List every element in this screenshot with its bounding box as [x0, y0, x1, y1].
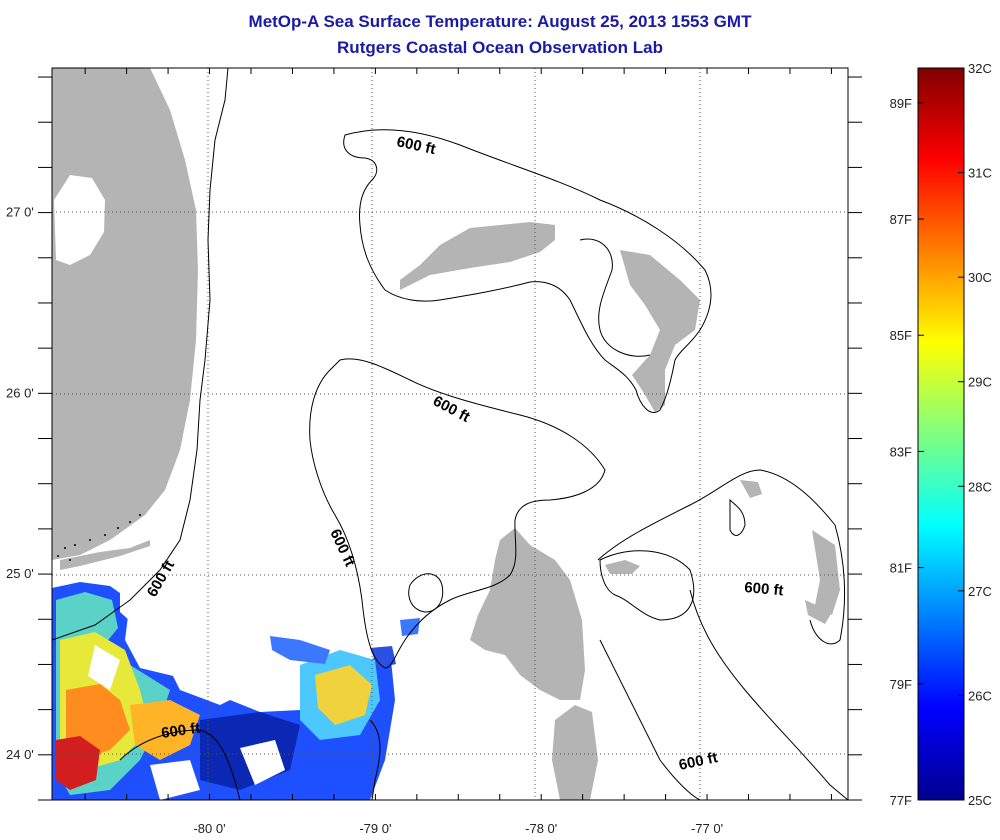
andros-land	[470, 528, 585, 700]
keys-coast-detail	[57, 514, 141, 561]
celsius-label: 25C	[968, 793, 992, 808]
fahrenheit-label: 87F	[890, 212, 912, 227]
longitude-label: -78 0'	[525, 821, 557, 836]
colorbar-ticks	[918, 67, 964, 801]
longitude-label: -80 0'	[193, 821, 225, 836]
map-minor-ticks	[38, 68, 862, 801]
sst-data-patches	[52, 582, 420, 800]
fahrenheit-label: 81F	[890, 561, 912, 576]
colorbar-celsius-labels: 32C 31C 30C 29C 28C 27C 26C 25C	[968, 61, 992, 808]
longitude-labels: -80 0' -79 0' -78 0' -77 0'	[193, 821, 723, 836]
contour-label-south-west: 600 ft	[160, 720, 201, 742]
lake-okeechobee	[54, 175, 105, 265]
fahrenheit-label: 85F	[890, 328, 912, 343]
colorbar	[917, 67, 965, 801]
celsius-label: 28C	[968, 479, 992, 494]
isobath-contours	[52, 68, 848, 800]
latitude-labels: 27 0' 26 0' 25 0' 24 0'	[6, 205, 34, 762]
fahrenheit-label: 83F	[890, 444, 912, 459]
colorbar-fahrenheit-labels: 89F 87F 85F 83F 81F 79F 77F	[890, 96, 912, 808]
fahrenheit-label: 89F	[890, 96, 912, 111]
fahrenheit-label: 77F	[890, 793, 912, 808]
latitude-label: 27 0'	[6, 205, 34, 220]
celsius-label: 26C	[968, 688, 992, 703]
celsius-label: 29C	[968, 375, 992, 390]
celsius-label: 32C	[968, 61, 992, 76]
abaco-land	[620, 250, 700, 412]
contour-label-eleuthera: 600 ft	[744, 579, 785, 599]
map-subtitle: Rutgers Coastal Ocean Observation Lab	[337, 38, 663, 57]
longitude-label: -77 0'	[691, 821, 723, 836]
grand-bahama-land	[400, 222, 555, 290]
latitude-label: 25 0'	[6, 566, 34, 581]
map-title: MetOp-A Sea Surface Temperature: August …	[248, 12, 752, 31]
celsius-label: 30C	[968, 270, 992, 285]
map-frame	[51, 67, 849, 801]
latitude-label: 24 0'	[6, 747, 34, 762]
celsius-label: 27C	[968, 584, 992, 599]
latitude-label: 26 0'	[6, 385, 34, 400]
longitude-label: -79 0'	[359, 821, 391, 836]
fahrenheit-label: 79F	[890, 677, 912, 692]
celsius-label: 31C	[968, 166, 992, 181]
map-grid	[52, 68, 848, 800]
